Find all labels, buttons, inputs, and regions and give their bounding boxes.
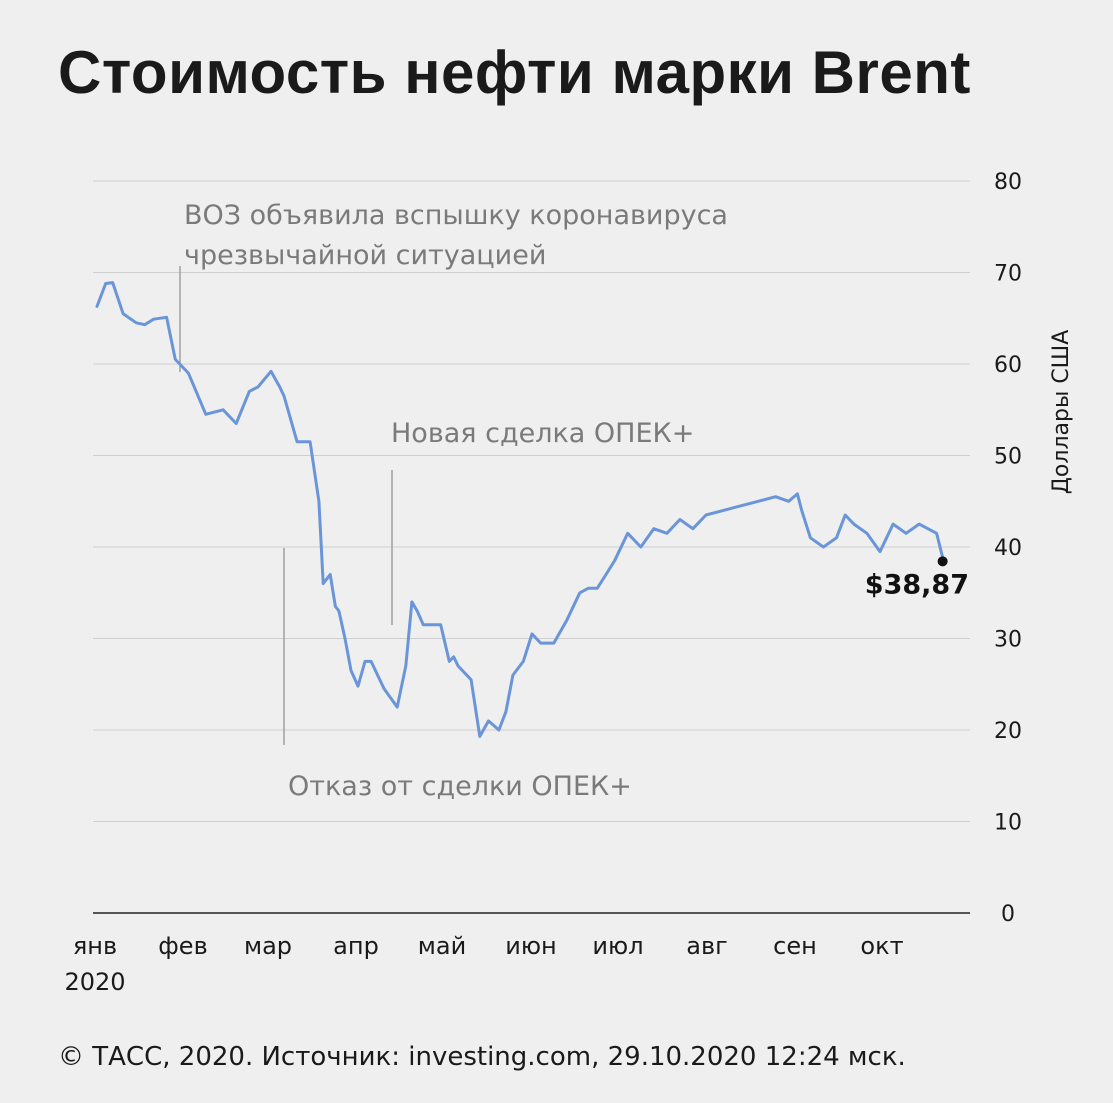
x-tick-label: апр bbox=[333, 932, 379, 960]
x-axis-ticks: янв фев мар апр май июн июл авг сен окт bbox=[73, 932, 904, 960]
annotation-text: ВОЗ объявила вспышку коронавируса bbox=[184, 200, 728, 231]
y-tick-label: 40 bbox=[994, 536, 1022, 561]
year-label: 2020 bbox=[64, 968, 125, 996]
annotations: ВОЗ объявила вспышку коронавируса чрезвыч… bbox=[179, 200, 728, 802]
x-tick-label: янв bbox=[73, 932, 117, 960]
y-tick-label: 70 bbox=[994, 262, 1022, 287]
y-tick-label: 80 bbox=[994, 170, 1022, 195]
x-tick-label: фев bbox=[158, 932, 207, 960]
y-tick-label: 50 bbox=[994, 445, 1022, 470]
end-point-marker bbox=[937, 556, 948, 567]
y-tick-label: 0 bbox=[1001, 902, 1015, 927]
x-tick-label: сен bbox=[773, 932, 817, 960]
y-tick-label: 20 bbox=[994, 719, 1022, 744]
x-tick-label: май bbox=[418, 932, 466, 960]
x-tick-label: авг bbox=[686, 932, 727, 960]
source-footer: © ТАСС, 2020. Источник: investing.com, 2… bbox=[58, 1042, 906, 1072]
y-axis-label: Доллары США bbox=[1049, 330, 1074, 495]
x-tick-label: июн bbox=[505, 932, 557, 960]
annotation-text: Новая сделка ОПЕК+ bbox=[391, 418, 694, 449]
annotation-text: чрезвычайной ситуацией bbox=[184, 240, 546, 271]
y-axis-ticks: 0 10 20 30 40 50 60 70 80 bbox=[994, 170, 1022, 927]
y-tick-label: 10 bbox=[994, 811, 1022, 836]
end-value-label: $38,87 bbox=[865, 569, 969, 600]
x-tick-label: окт bbox=[860, 932, 903, 960]
price-line bbox=[95, 281, 945, 738]
y-tick-label: 60 bbox=[994, 353, 1022, 378]
x-tick-label: июл bbox=[592, 932, 643, 960]
chart-title: Стоимость нефти марки Brent bbox=[58, 39, 971, 106]
grid-lines bbox=[93, 180, 970, 914]
annotation-text: Отказ от сделки ОПЕК+ bbox=[288, 771, 632, 802]
y-tick-label: 30 bbox=[994, 628, 1022, 653]
x-tick-label: мар bbox=[244, 932, 292, 960]
